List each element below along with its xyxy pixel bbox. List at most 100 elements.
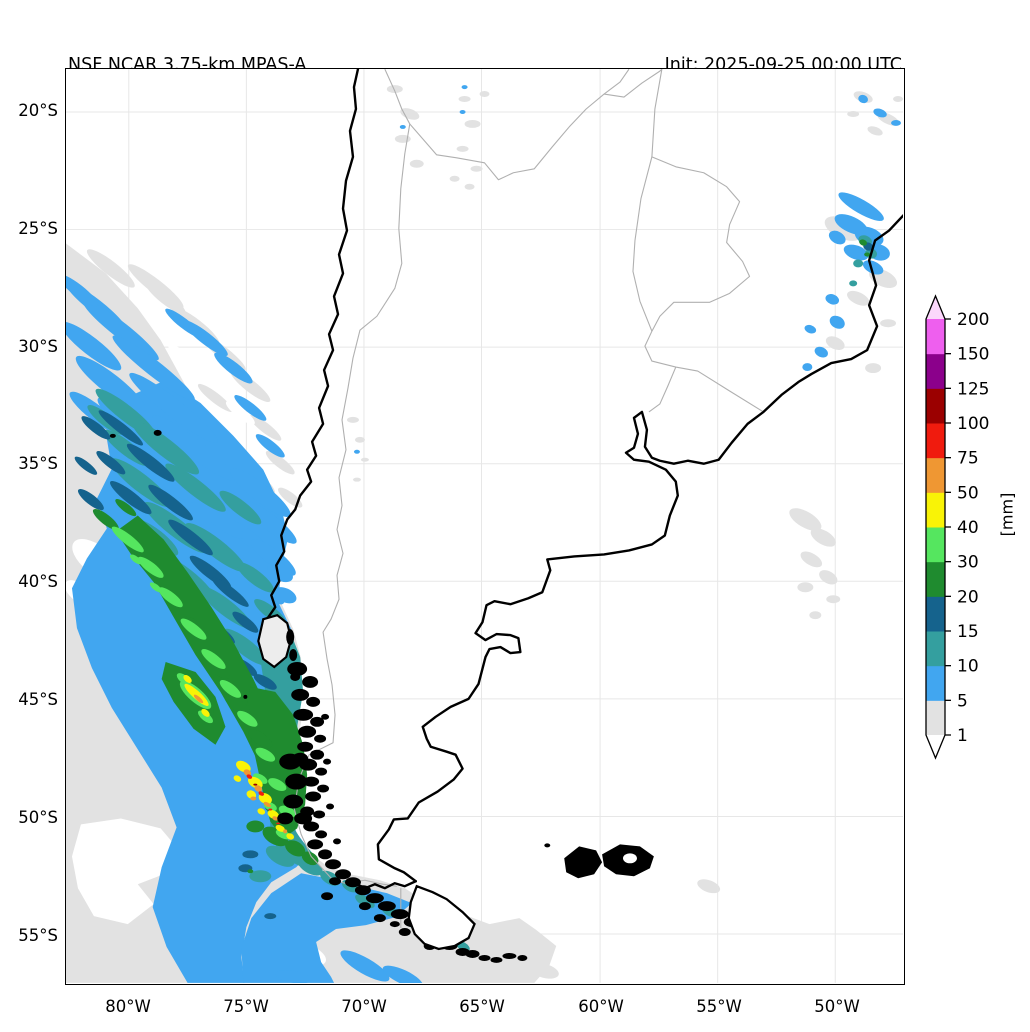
precip-cell <box>165 308 202 338</box>
falkland-sound <box>623 853 637 864</box>
fjord-island-blob <box>283 794 304 809</box>
precip-cell <box>81 416 111 440</box>
colorbar-tick-label: 1 <box>957 726 968 746</box>
tierra-del-fuego-island <box>407 884 476 951</box>
precip-cell <box>247 776 263 789</box>
precip-cell <box>257 808 266 815</box>
precip-cell <box>301 851 319 866</box>
precip-cell <box>152 415 235 481</box>
fjord-island-blob <box>323 758 332 765</box>
precip-cell <box>158 587 183 608</box>
precip-cell <box>297 857 323 876</box>
precip-cell <box>148 484 193 521</box>
precip-cell <box>283 829 288 834</box>
fjord-island-blob <box>292 752 309 765</box>
colorbar-segment <box>926 631 945 667</box>
colorbar-segment <box>926 527 945 563</box>
precip-cell <box>278 487 303 508</box>
fjord-island-blob <box>285 773 308 790</box>
country-border <box>648 366 677 413</box>
precip-region <box>71 818 178 925</box>
precip-cell <box>66 321 122 371</box>
precip-cell <box>394 134 411 143</box>
precip-cell <box>77 489 104 511</box>
y-tick-label: 55°S <box>18 926 58 945</box>
fjord-island-blob <box>333 838 342 845</box>
precip-cell <box>340 950 390 982</box>
fjord-island-blob <box>315 830 328 839</box>
country-border <box>603 69 663 98</box>
fjord-island-blob <box>289 649 298 662</box>
colorbar-tick-label: 150 <box>957 345 989 365</box>
precip-cell <box>286 833 295 840</box>
precip-cell <box>804 324 817 334</box>
country-border <box>293 123 411 887</box>
precip-cell <box>126 443 175 482</box>
fjord-island-blob <box>490 956 503 963</box>
y-tick-label: 35°S <box>18 454 58 473</box>
colorbar-tick-label: 20 <box>957 587 979 607</box>
precip-cell <box>180 618 207 640</box>
precip-cell <box>249 414 282 441</box>
fjord-island-blob <box>303 821 320 832</box>
precip-cell <box>800 551 823 568</box>
colorbar-tick-label: 200 <box>957 310 989 330</box>
precip-cell <box>399 124 406 129</box>
precip-cell <box>858 94 869 104</box>
precip-cell <box>267 562 293 583</box>
precip-cell <box>862 260 884 275</box>
colorbar-tick-label: 75 <box>957 449 979 469</box>
precip-cell <box>168 519 213 556</box>
country-border <box>384 69 630 181</box>
precip-cell <box>219 490 262 525</box>
precip-cell <box>838 192 884 221</box>
precip-cell <box>789 508 822 531</box>
precip-cell <box>825 336 845 351</box>
y-tick-label: 40°S <box>18 572 58 591</box>
precip-cell <box>229 468 291 517</box>
fjord-island-blob <box>321 892 334 901</box>
precip-cell <box>809 611 822 620</box>
precip-cell <box>115 498 137 517</box>
precip-cell <box>360 457 369 462</box>
precip-cell <box>197 383 234 413</box>
precip-cell <box>144 310 177 337</box>
fjord-island-blob <box>310 749 325 760</box>
precip-cell <box>183 674 192 683</box>
fjord-island-blob <box>298 725 317 738</box>
precip-cell <box>219 680 242 698</box>
colorbar-tick-label: 50 <box>957 483 979 503</box>
fjord-island-blob <box>303 776 320 787</box>
precip-cell <box>82 300 159 361</box>
precip-cell <box>224 693 251 716</box>
y-tick-label: 20°S <box>18 101 58 120</box>
chiloe-island <box>257 613 293 669</box>
precip-cell <box>243 501 297 544</box>
precip-cell <box>225 401 255 425</box>
precip-cell <box>193 694 204 704</box>
precip-cell <box>137 556 164 578</box>
precip-cell <box>797 582 814 593</box>
precip-cell <box>529 963 559 979</box>
colorbar-segment <box>926 492 945 528</box>
fjord-island-blob <box>502 952 517 959</box>
precip-cell <box>265 451 295 475</box>
fjord-island-blob <box>465 949 480 958</box>
precip-cell <box>272 816 279 821</box>
west-falkland-island <box>564 846 603 879</box>
fjord-island-blob <box>306 696 321 707</box>
precip-cell <box>112 335 195 401</box>
colorbar-segment <box>926 388 945 424</box>
precip-cell <box>475 933 514 959</box>
x-tick-label: 50°W <box>814 997 860 1016</box>
fjord-island-blob <box>317 784 330 793</box>
precip-cell <box>352 477 361 482</box>
colorbar-tick-label: 100 <box>957 414 989 434</box>
precip-cell <box>382 965 423 983</box>
precip-cell <box>479 91 490 98</box>
precip-cell <box>212 577 249 607</box>
precip-cell <box>248 729 273 749</box>
colorbar-segment <box>926 319 945 355</box>
country-border <box>644 69 764 413</box>
